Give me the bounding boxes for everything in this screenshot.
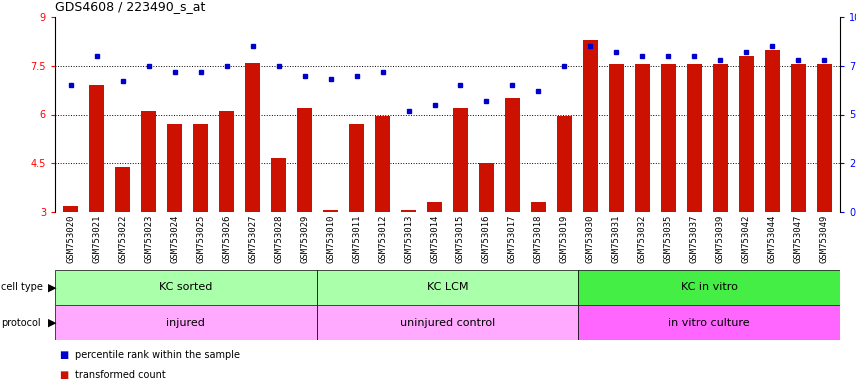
Bar [713,64,728,212]
Text: GSM753030: GSM753030 [586,215,595,263]
Text: GSM753026: GSM753026 [222,215,231,263]
Text: GSM753016: GSM753016 [482,215,491,263]
Text: KC sorted: KC sorted [159,283,212,293]
Bar [141,111,156,212]
Bar [271,158,286,212]
Text: GSM753031: GSM753031 [612,215,621,263]
Text: KC in vitro: KC in vitro [681,283,738,293]
Text: GSM753032: GSM753032 [638,215,647,263]
Bar [401,210,416,212]
Bar [317,270,579,305]
Text: GSM753021: GSM753021 [92,215,101,263]
Bar [55,305,317,340]
Text: KC LCM: KC LCM [427,283,468,293]
Bar [246,63,259,212]
Text: GSM753044: GSM753044 [768,215,777,263]
Text: GSM753019: GSM753019 [560,215,569,263]
Bar [532,202,545,212]
Bar [317,305,579,340]
Text: GSM753020: GSM753020 [66,215,75,263]
Text: protocol: protocol [1,318,40,328]
Text: ▶: ▶ [48,318,56,328]
Text: GSM753049: GSM753049 [820,215,829,263]
Bar [505,98,520,212]
Text: GSM753010: GSM753010 [326,215,335,263]
Bar [579,305,840,340]
Text: GSM753017: GSM753017 [508,215,517,263]
Text: injured: injured [166,318,205,328]
Text: GSM753029: GSM753029 [300,215,309,263]
Bar [791,64,805,212]
Bar [609,64,624,212]
Bar [454,108,467,212]
Bar [63,205,78,212]
Text: GSM753037: GSM753037 [690,215,699,263]
Bar [583,40,597,212]
Text: uninjured control: uninjured control [400,318,495,328]
Bar [324,210,337,212]
Bar [740,56,753,212]
Bar [817,64,831,212]
Bar [579,270,840,305]
Bar [557,116,572,212]
Bar [297,108,312,212]
Bar [55,270,317,305]
Text: GSM753042: GSM753042 [742,215,751,263]
Bar [349,124,364,212]
Text: transformed count: transformed count [74,370,165,380]
Bar [479,163,494,212]
Bar [376,116,389,212]
Text: GSM753013: GSM753013 [404,215,413,263]
Text: in vitro culture: in vitro culture [669,318,750,328]
Text: GSM753024: GSM753024 [170,215,179,263]
Bar [427,202,442,212]
Text: cell type: cell type [1,283,43,293]
Text: GDS4608 / 223490_s_at: GDS4608 / 223490_s_at [55,0,205,13]
Text: GSM753022: GSM753022 [118,215,127,263]
Text: ■: ■ [59,370,68,380]
Bar [89,85,104,212]
Bar [662,64,675,212]
Bar [687,64,702,212]
Text: GSM753015: GSM753015 [456,215,465,263]
Bar [116,167,130,212]
Text: GSM753027: GSM753027 [248,215,257,263]
Text: GSM753035: GSM753035 [664,215,673,263]
Text: percentile rank within the sample: percentile rank within the sample [74,350,240,361]
Bar [193,124,208,212]
Text: GSM753039: GSM753039 [716,215,725,263]
Bar [168,124,181,212]
Text: GSM753025: GSM753025 [196,215,205,263]
Text: ▶: ▶ [48,283,56,293]
Text: GSM753014: GSM753014 [430,215,439,263]
Text: GSM753047: GSM753047 [794,215,803,263]
Text: GSM753023: GSM753023 [144,215,153,263]
Text: GSM753018: GSM753018 [534,215,543,263]
Bar [219,111,234,212]
Text: GSM753012: GSM753012 [378,215,387,263]
Text: GSM753028: GSM753028 [274,215,283,263]
Bar [635,64,650,212]
Text: GSM753011: GSM753011 [352,215,361,263]
Bar [765,50,780,212]
Text: ■: ■ [59,350,68,361]
